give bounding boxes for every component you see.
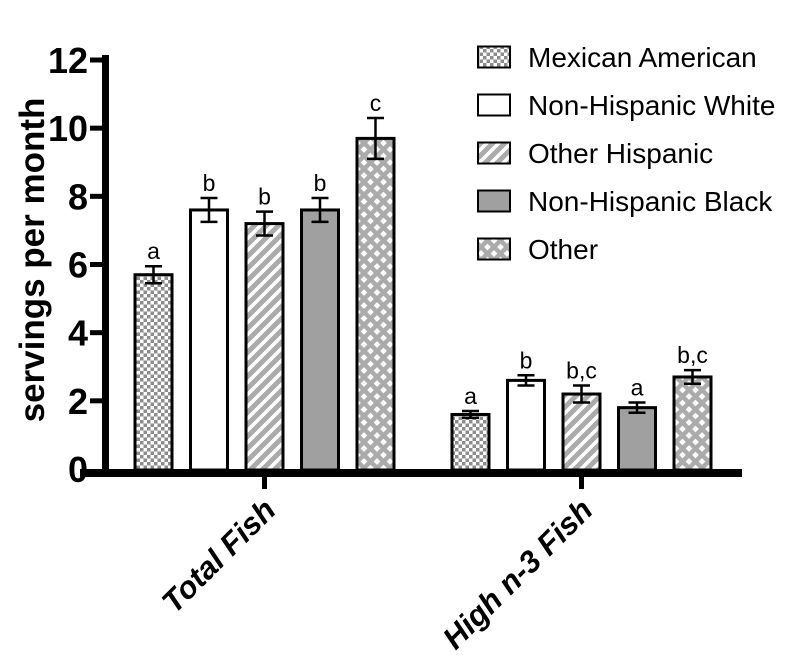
- x-axis-line: [80, 469, 742, 477]
- y-axis-title: servings per month: [13, 98, 52, 423]
- x-tick-mark-high-n-3-fish: [579, 477, 584, 489]
- y-tick-mark: [90, 262, 102, 267]
- y-tick-label-10: 10: [48, 108, 88, 149]
- error-bar-total-fish-non-hispanic-black: [311, 196, 329, 224]
- x-tick-mark-total-fish: [262, 477, 267, 489]
- legend-label-mexican-american: Mexican American: [528, 42, 757, 73]
- bar-total-fish-other: [355, 136, 396, 472]
- y-tick-mark: [90, 398, 102, 404]
- y-tick-label-4: 4: [68, 313, 88, 354]
- y-tick-mark: [90, 330, 102, 336]
- error-bar-total-fish-non-hispanic-white: [200, 196, 218, 224]
- sig-label-high-n-3-fish-non-hispanic-white: b: [520, 347, 533, 373]
- legend-swatch-other: [477, 237, 511, 261]
- bar-high-n-3-fish-other-hispanic: [561, 392, 602, 472]
- y-tick-label-12: 12: [48, 40, 88, 81]
- bar-high-n-3-fish-non-hispanic-black: [617, 406, 657, 472]
- error-bar-high-n-3-fish-non-hispanic-black: [628, 401, 646, 415]
- y-tick-mark: [90, 57, 102, 63]
- bar-high-n-3-fish-mexican-american: [450, 412, 491, 472]
- error-bar-high-n-3-fish-other: [684, 368, 701, 386]
- sig-label-high-n-3-fish-non-hispanic-black: a: [631, 375, 644, 401]
- legend-label-other-hispanic: Other Hispanic: [528, 138, 713, 169]
- y-tick-label-6: 6: [68, 245, 88, 286]
- x-category-label-high-n-3-fish: High n-3 Fish: [436, 492, 600, 656]
- legend-swatch-non-hispanic-white: [477, 93, 511, 117]
- error-bar-high-n-3-fish-non-hispanic-white: [517, 374, 535, 387]
- legend-item-other: Other: [477, 234, 598, 265]
- bar-total-fish-non-hispanic-black: [300, 208, 340, 472]
- legend-label-other: Other: [528, 234, 598, 265]
- error-bar-high-n-3-fish-other-hispanic: [573, 384, 590, 404]
- y-tick-label-8: 8: [68, 176, 88, 217]
- sig-label-total-fish-other: c: [370, 90, 382, 116]
- legend-swatch-other-hispanic: [477, 141, 511, 165]
- legend-swatch-mexican-american: [477, 45, 511, 69]
- bar-high-n-3-fish-non-hispanic-white: [506, 378, 546, 472]
- y-tick-label-2: 2: [68, 381, 88, 422]
- legend-label-non-hispanic-black: Non-Hispanic Black: [528, 186, 773, 217]
- y-tick-mark: [90, 193, 102, 199]
- bar-total-fish-mexican-american: [133, 273, 174, 472]
- error-bar-total-fish-mexican-american: [145, 264, 162, 285]
- legend-item-mexican-american: Mexican American: [477, 42, 757, 73]
- legend-swatch-non-hispanic-black: [477, 189, 511, 213]
- legend-item-non-hispanic-white: Non-Hispanic White: [477, 90, 775, 121]
- sig-label-high-n-3-fish-other: b,c: [677, 342, 708, 368]
- sig-label-high-n-3-fish-mexican-american: a: [464, 383, 477, 409]
- legend-item-non-hispanic-black: Non-Hispanic Black: [477, 186, 773, 217]
- error-bar-total-fish-other: [367, 116, 384, 161]
- legend-label-non-hispanic-white: Non-Hispanic White: [528, 90, 775, 121]
- error-bar-high-n-3-fish-mexican-american: [462, 409, 479, 420]
- sig-label-total-fish-mexican-american: a: [147, 238, 160, 264]
- y-tick-mark: [90, 125, 102, 131]
- bar-total-fish-non-hispanic-white: [189, 208, 229, 472]
- bar-high-n-3-fish-other: [672, 375, 713, 472]
- legend-item-other-hispanic: Other Hispanic: [477, 138, 713, 169]
- sig-label-total-fish-other-hispanic: b: [258, 184, 271, 210]
- x-category-label-total-fish: Total Fish: [155, 492, 282, 619]
- y-tick-label-0: 0: [68, 449, 88, 490]
- error-bar-total-fish-other-hispanic: [256, 210, 273, 237]
- y-axis-line: [102, 55, 109, 477]
- sig-label-total-fish-non-hispanic-white: b: [203, 170, 216, 196]
- bar-total-fish-other-hispanic: [244, 222, 285, 472]
- sig-label-high-n-3-fish-other-hispanic: b,c: [566, 357, 597, 383]
- sig-label-total-fish-non-hispanic-black: b: [314, 170, 327, 196]
